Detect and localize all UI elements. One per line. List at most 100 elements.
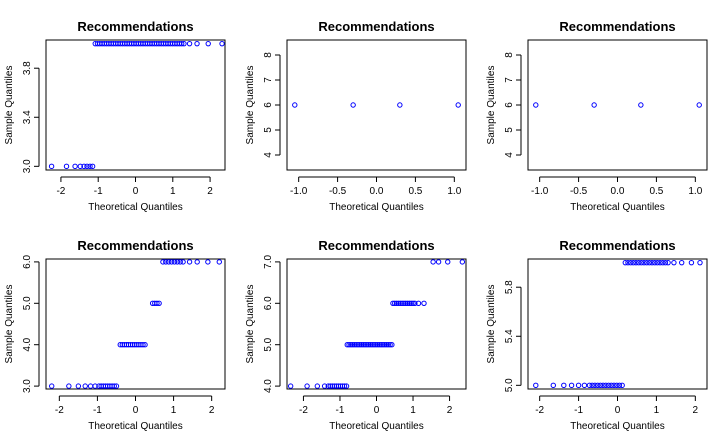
data-point (395, 300, 402, 306)
x-tick-label: 1 (654, 405, 660, 416)
data-point (382, 342, 388, 348)
data-point (397, 300, 403, 306)
data-point (168, 259, 175, 265)
data-point (92, 383, 98, 389)
x-axis-label: Theoretical Quantiles (329, 202, 424, 213)
x-tick-label: -1 (94, 186, 103, 197)
y-tick-label: 4.0 (263, 379, 274, 393)
y-tick-label: 6.0 (263, 296, 274, 310)
y-tick-label: 5 (504, 127, 515, 133)
data-point (533, 382, 539, 389)
y-tick-label: 7.0 (263, 255, 274, 269)
chart-title: Recommendations (77, 238, 193, 253)
data-point (81, 163, 87, 170)
data-point (533, 102, 539, 108)
data-point (376, 342, 383, 348)
x-tick-label: 0 (374, 405, 380, 416)
data-point (393, 300, 400, 306)
data-point (186, 259, 193, 265)
data-point (380, 342, 386, 348)
data-point (49, 383, 55, 389)
y-tick-label: 5 (263, 127, 274, 133)
data-point (66, 383, 72, 389)
data-point (174, 259, 181, 265)
data-point (113, 383, 120, 389)
data-point (355, 342, 361, 348)
data-point (77, 163, 84, 170)
y-axis-label: Sample Quantiles (486, 285, 497, 364)
x-tick-label: 0.5 (649, 186, 663, 197)
data-point (575, 382, 582, 389)
data-point (179, 40, 185, 47)
chart-panel-4: Recommendations -2 -1 0 1 2 3.0 4.0 5.0 6.0 Theore… (4, 238, 226, 432)
data-point (605, 382, 612, 389)
data-point (652, 259, 658, 266)
data-point (568, 382, 575, 389)
data-point (365, 342, 372, 348)
data-point (194, 40, 200, 47)
data-point (205, 259, 211, 265)
data-point (371, 342, 377, 348)
y-tick-label: 7 (504, 77, 515, 83)
plot-frame (286, 258, 467, 390)
data-point (657, 259, 663, 266)
data-point (154, 300, 160, 306)
data-point (581, 382, 588, 389)
x-tick-label: -2 (56, 186, 65, 197)
data-point (367, 342, 374, 348)
data-point (654, 259, 661, 266)
y-axis-label: Sample Quantiles (4, 66, 15, 145)
data-point (177, 259, 183, 265)
y-tick-label: 4.0 (22, 337, 33, 351)
data-point (600, 382, 606, 389)
data-point (392, 300, 398, 306)
data-point (343, 383, 350, 389)
data-point (589, 382, 595, 389)
data-point (641, 259, 647, 266)
data-point (399, 300, 405, 306)
data-point (84, 163, 90, 170)
chart-panel-2: Recommendations -1.0 -0.5 0.0 0.5 1.0 4 5 6 7 8 The… (245, 19, 467, 213)
data-point (383, 342, 390, 348)
data-point (378, 342, 384, 348)
data-point (341, 383, 348, 389)
chart-title: Recommendations (318, 238, 434, 253)
data-point (142, 342, 148, 348)
x-tick-label: 0 (133, 186, 139, 197)
data-point (597, 382, 604, 389)
data-point (403, 300, 409, 306)
data-point (635, 259, 642, 266)
y-tick-label: 8 (504, 52, 515, 58)
x-tick-label: -2 (55, 405, 64, 416)
data-point (358, 342, 365, 348)
data-point (404, 300, 411, 306)
data-point (364, 342, 370, 348)
data-point (688, 259, 695, 266)
plot-frame (286, 39, 467, 171)
data-point (445, 259, 451, 265)
data-point (160, 259, 166, 265)
data-point (625, 259, 631, 266)
data-point (550, 382, 556, 389)
y-tick-label: 3.4 (22, 110, 33, 124)
data-point (353, 342, 359, 348)
y-axis-label: Sample Quantiles (245, 66, 256, 145)
data-point (156, 300, 162, 306)
data-point (350, 102, 356, 108)
data-point (671, 259, 677, 266)
x-axis-label: Theoretical Quantiles (570, 202, 665, 213)
data-point (180, 259, 186, 265)
data-point (630, 259, 637, 266)
data-point (646, 259, 653, 266)
x-axis-label: Theoretical Quantiles (88, 421, 183, 432)
y-tick-label: 5.0 (263, 337, 274, 351)
data-point (360, 342, 367, 348)
x-tick-label: 0 (133, 405, 139, 416)
chart-panel-3: Recommendations -1.0 -0.5 0.0 0.5 1.0 4 5 6 7 8 The… (486, 19, 708, 213)
data-point (82, 383, 88, 389)
data-point (649, 259, 655, 266)
data-point (611, 382, 617, 389)
data-point (87, 383, 94, 389)
data-point (633, 259, 639, 266)
